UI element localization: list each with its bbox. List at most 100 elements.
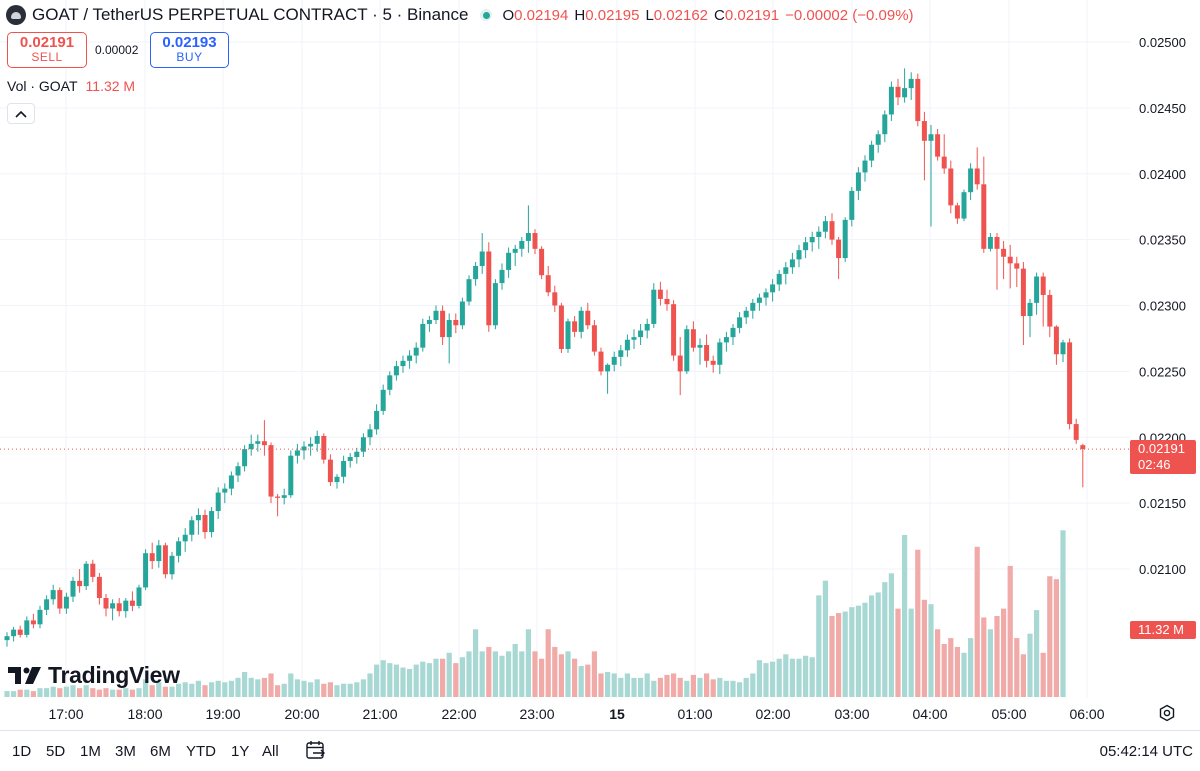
candle [935,128,941,161]
candle-body [677,355,683,372]
volume-bar [202,685,208,697]
tradingview-logo-icon [8,667,41,684]
volume-badge: 11.32 M [1130,621,1196,639]
market-status-icon[interactable] [480,9,493,21]
tradingview-logo[interactable]: TradingView [8,660,180,690]
candle [374,404,380,435]
volume-bar [796,658,802,697]
candle [1020,262,1026,346]
candle-body [789,259,795,268]
calendar-goto-icon[interactable] [305,739,327,761]
candle [598,347,604,376]
volume-bar [1060,530,1066,697]
volume-bar [723,680,729,697]
candle-body [690,329,696,348]
candle [842,217,848,263]
candle [651,283,657,328]
range-ytd[interactable]: YTD [186,743,216,760]
volume-bar [374,664,380,697]
candle-body [473,265,479,280]
candle-body [11,629,17,637]
volume-bar [90,688,96,697]
candle-body [572,321,578,332]
volume-bar [268,673,274,697]
candle-body [1047,294,1053,327]
candle-body [156,545,162,562]
volume-bar [968,638,974,697]
candle [664,289,670,311]
candle-body [532,233,538,249]
candle [446,313,452,364]
candle [974,147,980,190]
volume-bar [994,616,1000,697]
volume-bar [598,673,604,697]
candle-body [367,429,373,438]
range-1m[interactable]: 1M [80,743,101,760]
candle-body [829,221,835,240]
collapse-legend-button[interactable] [7,103,35,124]
price-tick-label: 0.02400 [1139,167,1186,182]
candle [189,516,195,542]
range-1d[interactable]: 1D [12,743,32,760]
symbol-title[interactable]: GOAT / TetherUS PERPETUAL CONTRACT · 5 ·… [32,5,469,24]
candle-body [242,449,248,467]
candle-body [598,351,604,372]
volume-bar [222,682,228,697]
candle-body [1067,342,1073,425]
sell-label: SELL [31,50,63,64]
candle [525,205,531,253]
volume-bar [532,651,538,697]
range-6m[interactable]: 6M [150,743,171,760]
candle-body [347,457,353,461]
candle [334,474,340,489]
volume-bar [407,669,413,697]
candle-body [578,310,584,332]
candle-body [908,78,914,89]
candle [182,528,188,552]
candle-body [1080,445,1086,450]
candle [512,244,518,266]
range-all[interactable]: All [262,743,279,760]
buy-button[interactable]: 0.02193 BUY [150,32,229,68]
candle-body [492,283,498,326]
sell-button[interactable]: 0.02191 SELL [7,32,87,68]
candle-body [162,545,168,575]
gear-icon[interactable] [1158,704,1176,722]
range-1y[interactable]: 1Y [231,743,250,760]
last-price-value: 0.02191 [1138,441,1185,456]
candle [987,233,993,252]
volume-legend[interactable]: Vol · GOAT 11.32 M [7,78,135,94]
candle [737,312,743,334]
price-chart[interactable]: 0.02500 0.02450 0.02400 0.02350 0.02300 0.022… [0,0,1200,730]
candle [341,455,347,484]
candle-body [961,192,967,219]
volume-bar [1001,608,1007,697]
candle [149,542,155,569]
utc-clock[interactable]: 05:42:14 UTC [1099,743,1193,760]
candle [195,508,201,535]
volume-bar [499,655,505,697]
candle-body [1053,326,1059,355]
candle-body [169,555,175,575]
volume-bar [558,654,564,697]
price-tick-label: 0.02300 [1139,299,1186,314]
goat-coin-icon [6,5,26,25]
sell-price: 0.02191 [19,34,75,51]
candle [215,487,221,519]
candle-body [987,236,993,249]
candle [882,110,888,143]
volume-bar [367,673,373,697]
candle-body [70,580,76,597]
candle-body [77,580,83,587]
range-5d[interactable]: 5D [46,743,66,760]
range-3m[interactable]: 3M [115,743,136,760]
volume-bar [176,683,182,697]
time-tick-label: 06:00 [1069,706,1104,722]
candle [162,542,168,579]
volume-bar [156,682,162,697]
volume-bar [525,629,531,697]
candle-body [585,310,591,326]
candle [908,72,914,100]
volume-bar [228,680,234,697]
candle [888,81,894,122]
